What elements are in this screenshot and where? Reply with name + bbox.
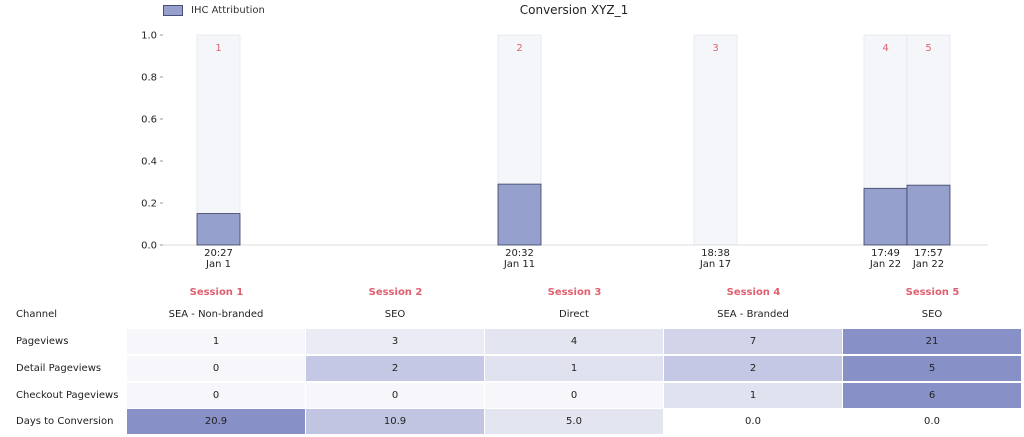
row-label: Checkout Pageviews <box>16 390 119 401</box>
x-tick-date-label: Jan 22 <box>912 259 944 270</box>
session-band-1 <box>196 34 241 246</box>
row-label: Channel <box>16 309 58 320</box>
x-tick-date-label: Jan 22 <box>869 259 901 270</box>
table-cell: 21 <box>843 329 1021 354</box>
table-cell: 10.9 <box>306 409 484 434</box>
table-cell: 0 <box>306 383 484 408</box>
legend-swatch <box>163 5 183 16</box>
x-tick-time-label: 17:49 <box>871 248 900 259</box>
table-cell: 0 <box>127 356 305 381</box>
table-cell: 0.0 <box>664 409 842 434</box>
table-row: Checkout Pageviews 0 0 0 1 6 <box>0 383 1024 408</box>
session-header: Session 4 <box>726 287 781 298</box>
table-cell: 5 <box>843 356 1021 381</box>
table-cell: 20.9 <box>127 409 305 434</box>
table-row: Days to Conversion 20.9 10.9 5.0 0.0 0.0 <box>0 409 1024 434</box>
table-cell: 1 <box>664 383 842 408</box>
x-tick-date-label: Jan 17 <box>699 259 731 270</box>
x-tick-time-label: 17:57 <box>914 248 943 259</box>
table-cell: SEA - Non-branded <box>168 309 264 320</box>
session-number-label: 4 <box>882 43 888 54</box>
table-cell: 6 <box>843 383 1021 408</box>
x-tick-date-label: Jan 11 <box>503 259 535 270</box>
session-header: Session 3 <box>547 287 602 298</box>
attribution-bar-1 <box>196 213 241 246</box>
table-cell: 2 <box>664 356 842 381</box>
x-tick-date-label: Jan 1 <box>205 259 231 270</box>
chart-legend: IHC Attribution <box>163 5 265 16</box>
y-tick-label: 1.0 <box>141 31 157 42</box>
session-header: Session 1 <box>189 287 244 298</box>
table-cell: SEO <box>921 309 943 320</box>
session-header: Session 5 <box>905 287 960 298</box>
chart-title: Conversion XYZ_1 <box>519 3 629 17</box>
session-number-label: 3 <box>712 43 718 54</box>
x-tick-time-label: 20:32 <box>505 248 534 259</box>
legend-label: IHC Attribution <box>191 5 265 16</box>
session-number-label: 2 <box>516 43 522 54</box>
table-cell: 2 <box>306 356 484 381</box>
row-label: Detail Pageviews <box>16 363 102 374</box>
x-tick-time-label: 20:27 <box>204 248 233 259</box>
attribution-bar-5 <box>906 184 951 246</box>
table-cell: 0 <box>127 383 305 408</box>
table-cell: 0 <box>485 383 663 408</box>
table-cell: 1 <box>485 356 663 381</box>
session-header: Session 2 <box>368 287 423 298</box>
row-label: Days to Conversion <box>16 416 114 427</box>
table-cell: 7 <box>664 329 842 354</box>
y-tick-label: 0.6 <box>141 115 157 126</box>
table-cell: SEA - Branded <box>717 309 789 320</box>
session-band-3 <box>693 34 738 246</box>
x-tick-time-label: 18:38 <box>701 248 730 259</box>
y-tick-label: 0.0 <box>141 241 157 252</box>
y-tick-label: 0.2 <box>141 199 157 210</box>
attribution-bar-2 <box>497 183 542 246</box>
channel-row: Channel SEA - Non-branded SEO Direct SEA - B… <box>0 302 1024 327</box>
table-cell: 4 <box>485 329 663 354</box>
table-row: Pageviews 1 3 4 7 21 <box>0 329 1024 354</box>
session-number-label: 1 <box>215 43 221 54</box>
table-cell: SEO <box>384 309 406 320</box>
table-cell: Direct <box>559 309 589 320</box>
table-cell: 1 <box>127 329 305 354</box>
attribution-bar-4 <box>863 187 908 246</box>
table-row: Detail Pageviews 0 2 1 2 5 <box>0 356 1024 381</box>
y-tick-label: 0.8 <box>141 73 157 84</box>
session-number-label: 5 <box>925 43 931 54</box>
table-cell: 0.0 <box>843 409 1021 434</box>
row-label: Pageviews <box>16 336 69 347</box>
table-cell: 3 <box>306 329 484 354</box>
table-cell: 5.0 <box>485 409 663 434</box>
y-tick-label: 0.4 <box>141 157 157 168</box>
